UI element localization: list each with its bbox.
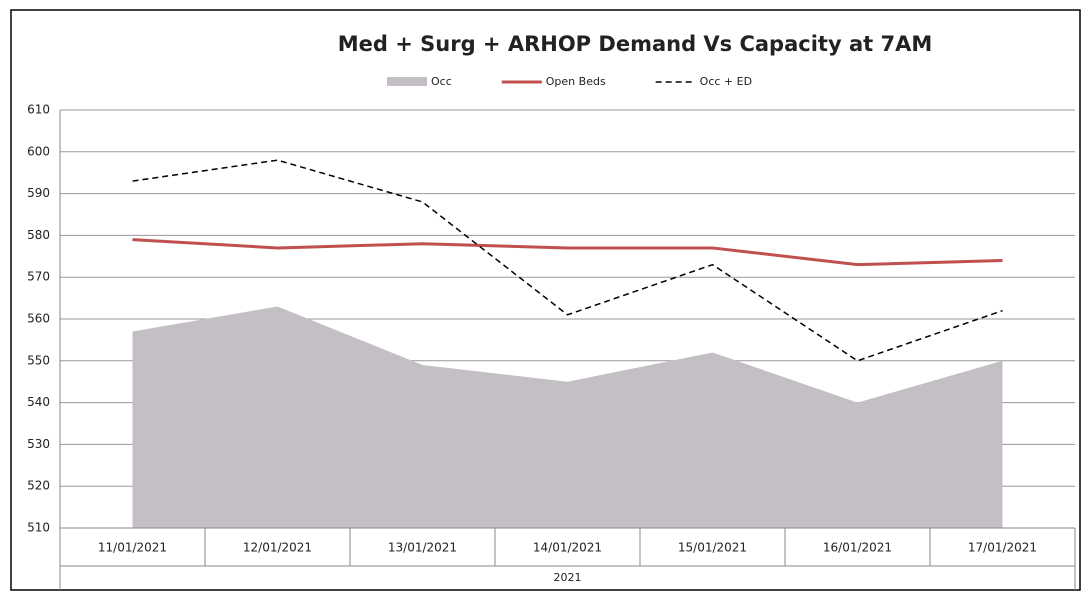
y-tick-label: 540 — [27, 395, 50, 409]
x-tick-label: 14/01/2021 — [533, 541, 602, 555]
x-tick-label: 13/01/2021 — [388, 541, 457, 555]
y-tick-label: 550 — [27, 353, 50, 367]
y-tick-label: 520 — [27, 479, 50, 493]
legend-label: Open Beds — [546, 75, 606, 88]
area — [132, 306, 1003, 528]
y-tick-label: 560 — [27, 312, 50, 326]
x-tick-label: 15/01/2021 — [678, 541, 747, 555]
legend-swatch — [387, 77, 427, 86]
y-tick-label: 580 — [27, 228, 50, 242]
y-tick-label: 510 — [27, 521, 50, 535]
y-tick-label: 530 — [27, 437, 50, 451]
legend-label: Occ — [431, 75, 452, 88]
y-tick-label: 600 — [27, 144, 50, 158]
y-tick-label: 570 — [27, 270, 50, 284]
x-tick-label: 16/01/2021 — [823, 541, 892, 555]
chart-title: Med + Surg + ARHOP Demand Vs Capacity at… — [338, 32, 932, 56]
x-tick-label: 12/01/2021 — [243, 541, 312, 555]
y-tick-label: 590 — [27, 186, 50, 200]
line — [132, 238, 1003, 267]
x-tick-label: 17/01/2021 — [968, 541, 1037, 555]
legend-label: Occ + ED — [700, 75, 752, 88]
x-tick-label: 11/01/2021 — [98, 541, 167, 555]
line — [132, 159, 1003, 362]
x-group-label: 2021 — [554, 571, 582, 584]
y-tick-label: 610 — [27, 103, 50, 117]
